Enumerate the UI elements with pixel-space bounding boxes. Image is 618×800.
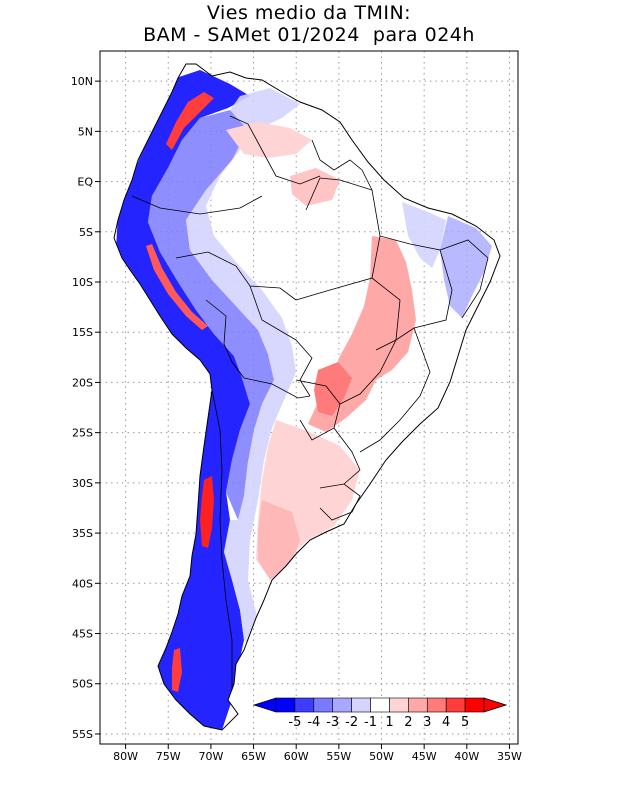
states-brazil-3	[339, 277, 401, 405]
map-frame	[99, 50, 519, 745]
lon-label: 55W	[326, 750, 351, 763]
andes-warm-streak-central	[146, 244, 208, 330]
colorbar-label: 5	[461, 715, 469, 730]
colorbar-box	[426, 697, 447, 713]
amazon-warm	[290, 168, 340, 206]
states-brazil-2	[375, 235, 453, 351]
lat-label: 40S	[72, 577, 93, 590]
border-chile-argentina	[211, 389, 233, 690]
axis-ticks	[95, 80, 510, 749]
colorbar-box	[275, 697, 296, 713]
colorbar-label: -3	[326, 715, 339, 730]
andes-cold-bias	[116, 70, 250, 730]
lat-label: 5S	[79, 226, 93, 239]
lat-label: 20S	[72, 376, 93, 389]
colorbar-box	[294, 697, 315, 713]
colorbar-box	[332, 697, 352, 713]
border-bolivia-peru	[205, 299, 245, 379]
lat-label: 15S	[72, 326, 93, 339]
colorbar-under-triangle	[252, 697, 277, 713]
colorbar-box	[445, 697, 466, 713]
states-brazil-5	[439, 239, 489, 319]
lon-label: 40W	[454, 750, 479, 763]
border-argentina-bolivia	[243, 377, 311, 399]
lat-label: 10N	[71, 75, 93, 88]
lon-label: 35W	[497, 750, 522, 763]
lon-label: 70W	[198, 750, 223, 763]
colorbar-label: 1	[385, 715, 393, 730]
country-borders	[131, 115, 489, 690]
andes-warm-streak-north	[166, 92, 214, 150]
map-title: Vies medio da TMIN: BAM - SAMet 01/2024 …	[0, 2, 618, 46]
lat-label: 50S	[72, 678, 93, 691]
pampas-warm	[258, 500, 300, 580]
colorbar-box	[370, 697, 390, 713]
lat-label: 35S	[72, 527, 93, 540]
andes-moderate-cold	[148, 110, 274, 520]
border-paraguay	[295, 379, 341, 441]
longitude-labels: 80W 75W 70W 65W 60W 55W 50W 45W 40W 35W	[113, 750, 522, 763]
lat-label: 30S	[72, 477, 93, 490]
border-colombia-venezuela	[229, 115, 321, 185]
bias-shading	[116, 70, 492, 730]
lat-label: 45S	[72, 628, 93, 641]
border-uruguay	[319, 483, 361, 521]
title-line-1: Vies medio da TMIN:	[206, 2, 412, 24]
andes-warm-streak-chile	[200, 476, 214, 548]
colorbar-label: -1	[364, 715, 377, 730]
border-colombia-peru	[131, 195, 263, 215]
border-brazil-bolivia	[249, 285, 313, 397]
colorbar-label: -5	[288, 715, 301, 730]
border-peru-brazil	[175, 251, 297, 301]
brazil-strong-warm	[314, 362, 352, 416]
colorbar: -5 -4 -3 -2 -1 1 2 3 4 5	[252, 697, 508, 730]
guiana-warm	[226, 122, 312, 158]
lat-label: 25S	[72, 427, 93, 440]
colorbar-box	[389, 697, 409, 713]
states-brazil-4	[359, 327, 431, 453]
andes-weak-cold	[186, 88, 300, 650]
guianas-borders	[311, 139, 373, 191]
colorbar-box	[313, 697, 334, 713]
lat-label: 10S	[72, 276, 93, 289]
latitude-labels: 10N 5N EQ 5S 10S 15S 20S 25S 30S 35S 40S 45S 50S 55S	[71, 75, 94, 741]
colorbar-box	[408, 697, 428, 713]
coast-cold	[402, 202, 446, 268]
lat-label: 5N	[78, 125, 93, 138]
lon-label: 80W	[113, 750, 138, 763]
lon-label: 60W	[284, 750, 309, 763]
colorbar-label: 2	[404, 715, 412, 730]
lon-label: 75W	[156, 750, 181, 763]
border-argentina-brazil	[333, 427, 361, 485]
colorbar-over-triangle	[483, 697, 508, 713]
colorbar-label: 4	[442, 715, 450, 730]
colorbar-label: 3	[423, 715, 431, 730]
states-brazil-1	[295, 177, 381, 301]
lon-label: 65W	[241, 750, 266, 763]
colorbar-box	[464, 697, 485, 713]
andes-warm-streak-patagonia	[172, 648, 182, 692]
lon-label: 50W	[369, 750, 394, 763]
lon-label: 45W	[412, 750, 437, 763]
colorbar-label: -2	[345, 715, 358, 730]
colorbar-label: -4	[307, 715, 320, 730]
northeast-cold	[440, 216, 492, 318]
colorbar-box	[351, 697, 371, 713]
lat-label: EQ	[77, 176, 93, 189]
lat-label: 55S	[72, 728, 93, 741]
title-line-2: BAM - SAMet 01/2024 para 024h	[143, 24, 475, 46]
